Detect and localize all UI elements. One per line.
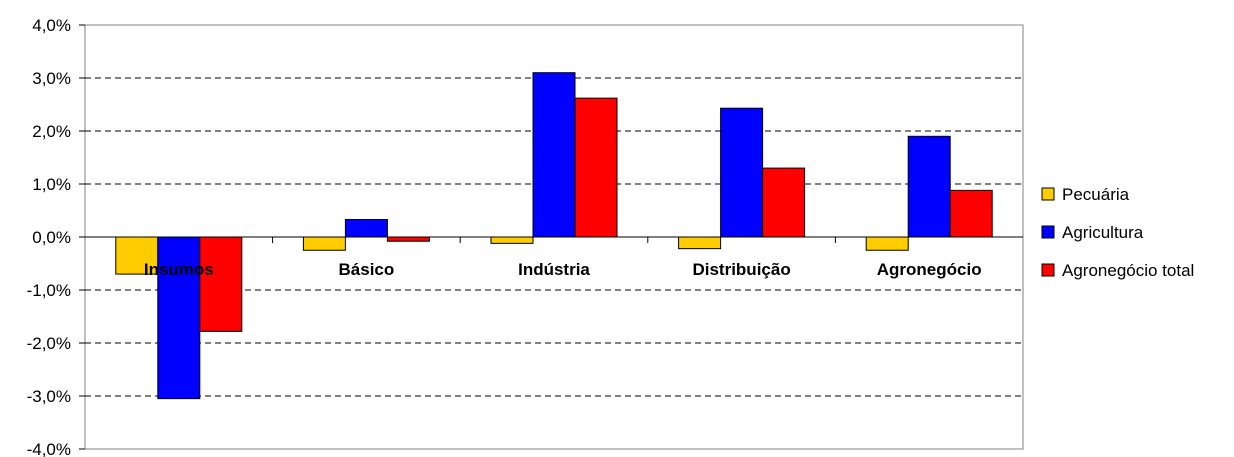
category-label: Distribuição bbox=[692, 260, 790, 279]
bar-agroneg-cio-total bbox=[949, 189, 993, 238]
y-tick-label: -3,0% bbox=[27, 387, 71, 406]
gridlines bbox=[85, 77, 1023, 397]
legend-swatch bbox=[1041, 225, 1055, 239]
y-tick-label: 2,0% bbox=[32, 122, 71, 141]
bar-agroneg-cio-total bbox=[762, 167, 806, 238]
y-tick-label: 4,0% bbox=[32, 16, 71, 35]
bar-pecu-ria bbox=[490, 236, 534, 244]
bar-pecu-ria bbox=[302, 236, 346, 251]
y-tick-label: -4,0% bbox=[27, 440, 71, 457]
category-label: Agronegócio bbox=[877, 260, 982, 279]
legend-swatch bbox=[1041, 263, 1055, 277]
bar-agroneg-cio-total bbox=[199, 236, 243, 332]
bar-agroneg-cio-total bbox=[386, 236, 430, 242]
legend-label: Pecuária bbox=[1062, 185, 1130, 204]
bar-pecu-ria bbox=[865, 236, 909, 251]
bar-agricultura bbox=[907, 135, 951, 238]
y-tick-label: -2,0% bbox=[27, 334, 71, 353]
legend-swatch bbox=[1041, 187, 1055, 201]
y-tick-label: -1,0% bbox=[27, 281, 71, 300]
bar-agricultura bbox=[157, 236, 201, 400]
legend: Pecuária Agricultura Agronegócio total bbox=[1041, 185, 1194, 280]
y-tick-label: 3,0% bbox=[32, 69, 71, 88]
bar-agricultura bbox=[720, 107, 764, 238]
bar-agroneg-cio-total bbox=[574, 97, 618, 238]
category-labels: Insumos Básico Indústria Distribuição Agrone… bbox=[144, 260, 982, 279]
y-tick-label: 0,0% bbox=[32, 228, 71, 247]
legend-label: Agricultura bbox=[1062, 223, 1144, 242]
y-axis-ticks: -4,0% -3,0% -2,0% -1,0% 0,0% 1,0% 2,0% 3,0% 4,0% bbox=[27, 16, 85, 457]
bars bbox=[115, 72, 993, 400]
category-label: Indústria bbox=[518, 260, 590, 279]
bar-pecu-ria bbox=[678, 236, 722, 250]
y-tick-label: 1,0% bbox=[32, 175, 71, 194]
bar-agricultura bbox=[344, 219, 388, 238]
category-label: Insumos bbox=[144, 260, 214, 279]
category-label: Básico bbox=[339, 260, 395, 279]
bar-agricultura bbox=[532, 72, 576, 238]
legend-label: Agronegócio total bbox=[1062, 261, 1194, 280]
